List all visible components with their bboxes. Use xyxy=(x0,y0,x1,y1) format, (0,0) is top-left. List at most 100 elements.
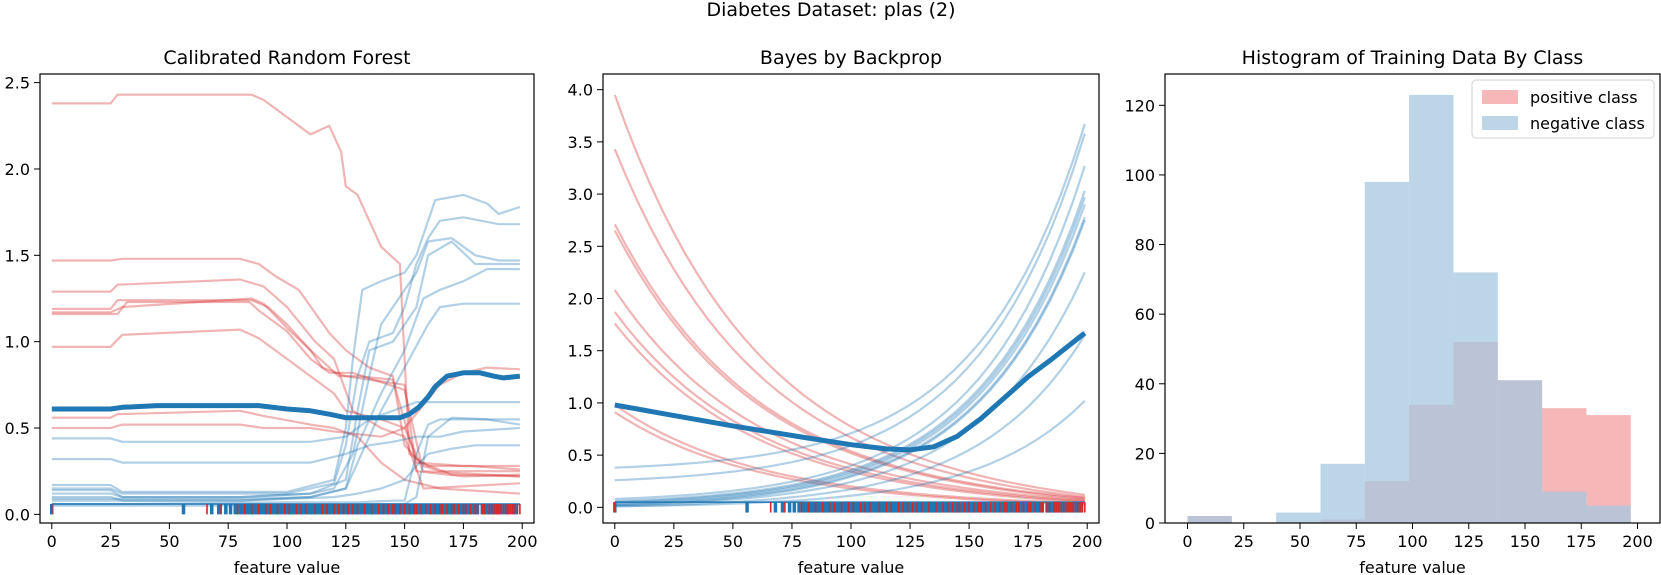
x-tick-label: 0 xyxy=(1182,532,1192,551)
axes-frame xyxy=(39,73,535,524)
ice-line-positive xyxy=(51,299,520,478)
axes-frame xyxy=(1164,73,1661,524)
legend: positive class negative class xyxy=(1471,79,1655,139)
x-tick-label: 125 xyxy=(331,532,362,551)
x-tick-label: 25 xyxy=(100,532,120,551)
y-tick-label: 1.5 xyxy=(568,342,593,361)
ice-line-negative xyxy=(51,302,520,500)
y-tick-label: 1.0 xyxy=(5,333,30,352)
ice-line-positive xyxy=(51,409,520,495)
hist-bar-negative xyxy=(1542,491,1587,523)
y-tick-label: 0 xyxy=(1145,514,1155,533)
y-tick-label: 3.5 xyxy=(568,133,593,152)
x-tick-label: 50 xyxy=(159,532,179,551)
ice-line-negative xyxy=(614,196,1086,504)
y-tick-label: 20 xyxy=(1135,444,1155,463)
ice-line-negative xyxy=(614,165,1086,501)
x-tick-label: 75 xyxy=(218,532,238,551)
ice-line-positive xyxy=(613,148,1085,498)
x-axis-label: feature value xyxy=(798,558,905,575)
ice-line-positive xyxy=(51,300,520,478)
x-tick-label: 100 xyxy=(272,532,303,551)
y-tick-label: 2.0 xyxy=(568,290,593,309)
legend-label: positive class xyxy=(1530,88,1638,107)
y-tick-label: 60 xyxy=(1135,305,1155,324)
x-tick-label: 200 xyxy=(507,532,538,551)
subplot-bayes-by-backprop: Bayes by Backprop feature value 0 25 50 75 100… xyxy=(568,47,1103,575)
subplot-histogram: Histogram of Training Data By Class featu… xyxy=(1124,47,1661,575)
x-tick-label: 50 xyxy=(1290,532,1310,551)
subplot-title: Histogram of Training Data By Class xyxy=(1242,47,1584,69)
x-tick-label: 25 xyxy=(664,532,684,551)
ice-line-negative xyxy=(614,133,1086,482)
ice-line-negative xyxy=(51,426,520,464)
x-tick-label: 150 xyxy=(389,532,420,551)
x-tick-label: 0 xyxy=(47,532,57,551)
y-tick-label: 2.5 xyxy=(5,74,30,93)
y-tick-label: 4.0 xyxy=(568,81,593,100)
ice-line-negative xyxy=(614,400,1086,508)
y-tick-label: 1.0 xyxy=(568,394,593,413)
hist-bar-negative xyxy=(1497,380,1543,523)
x-tick-label: 150 xyxy=(954,532,985,551)
hist-bar-negative xyxy=(1320,463,1365,523)
legend-swatch-negative xyxy=(1482,116,1518,130)
hist-bar-negative xyxy=(1187,516,1232,523)
ice-line-negative xyxy=(51,418,520,506)
ice-line-positive xyxy=(51,93,520,471)
x-tick-label: 125 xyxy=(895,532,926,551)
ice-line-positive xyxy=(613,322,1085,504)
hist-bar-positive xyxy=(1586,415,1631,523)
x-tick-label: 200 xyxy=(1072,532,1103,551)
ice-line-negative xyxy=(51,401,520,443)
subplot-title: Bayes by Backprop xyxy=(760,47,942,69)
hist-bar-negative xyxy=(1364,181,1410,523)
x-tick-label: 75 xyxy=(1346,532,1366,551)
ice-line-positive xyxy=(614,404,1085,505)
y-tick-label: 3.0 xyxy=(568,185,593,204)
y-tick-label: 1.5 xyxy=(5,246,30,265)
ice-line-negative xyxy=(614,216,1086,506)
figure-suptitle: Diabetes Dataset: plas (2) xyxy=(706,0,955,21)
ice-line-negative xyxy=(614,190,1086,503)
ice-line-positive xyxy=(51,328,520,478)
x-tick-label: 175 xyxy=(1013,532,1044,551)
x-tick-label: 25 xyxy=(1234,532,1254,551)
x-tick-label: 125 xyxy=(1453,532,1484,551)
x-tick-label: 175 xyxy=(448,532,479,551)
x-tick-label: 100 xyxy=(836,532,867,551)
hist-bar-negative xyxy=(1453,272,1498,523)
x-tick-label: 200 xyxy=(1622,532,1653,551)
ice-line-negative xyxy=(614,123,1086,469)
x-tick-label: 50 xyxy=(723,532,743,551)
y-tick-label: 100 xyxy=(1124,166,1155,185)
y-tick-label: 2.0 xyxy=(5,160,30,179)
hist-bar-negative xyxy=(1276,512,1321,523)
ice-line-positive xyxy=(614,411,1085,506)
ice-line-positive xyxy=(613,289,1085,502)
y-tick-label: 0.5 xyxy=(5,419,30,438)
y-tick-label: 2.5 xyxy=(568,237,593,256)
ice-line-positive xyxy=(613,311,1085,503)
hist-bar-negative xyxy=(1586,505,1631,523)
ice-line-negative xyxy=(51,216,520,495)
hist-bar-negative xyxy=(1409,94,1454,523)
x-tick-label: 0 xyxy=(610,532,620,551)
ice-line-negative xyxy=(614,334,1086,508)
ice-line-negative xyxy=(614,219,1086,507)
x-tick-label: 175 xyxy=(1566,532,1597,551)
ice-line-positive xyxy=(613,94,1085,496)
subplot-calibrated-random-forest: Calibrated Random Forest feature value 0 25… xyxy=(5,47,538,575)
ice-line-negative xyxy=(51,416,521,507)
mean-line xyxy=(51,370,521,421)
x-axis-label: feature value xyxy=(1359,558,1466,575)
x-tick-label: 150 xyxy=(1510,532,1541,551)
y-tick-label: 0.0 xyxy=(5,505,30,524)
subplot-title: Calibrated Random Forest xyxy=(163,47,410,69)
y-tick-label: 40 xyxy=(1135,375,1155,394)
y-tick-label: 0.5 xyxy=(568,446,593,465)
ice-line-positive xyxy=(613,223,1085,499)
mean-line xyxy=(614,331,1087,453)
ice-line-negative xyxy=(51,237,520,499)
